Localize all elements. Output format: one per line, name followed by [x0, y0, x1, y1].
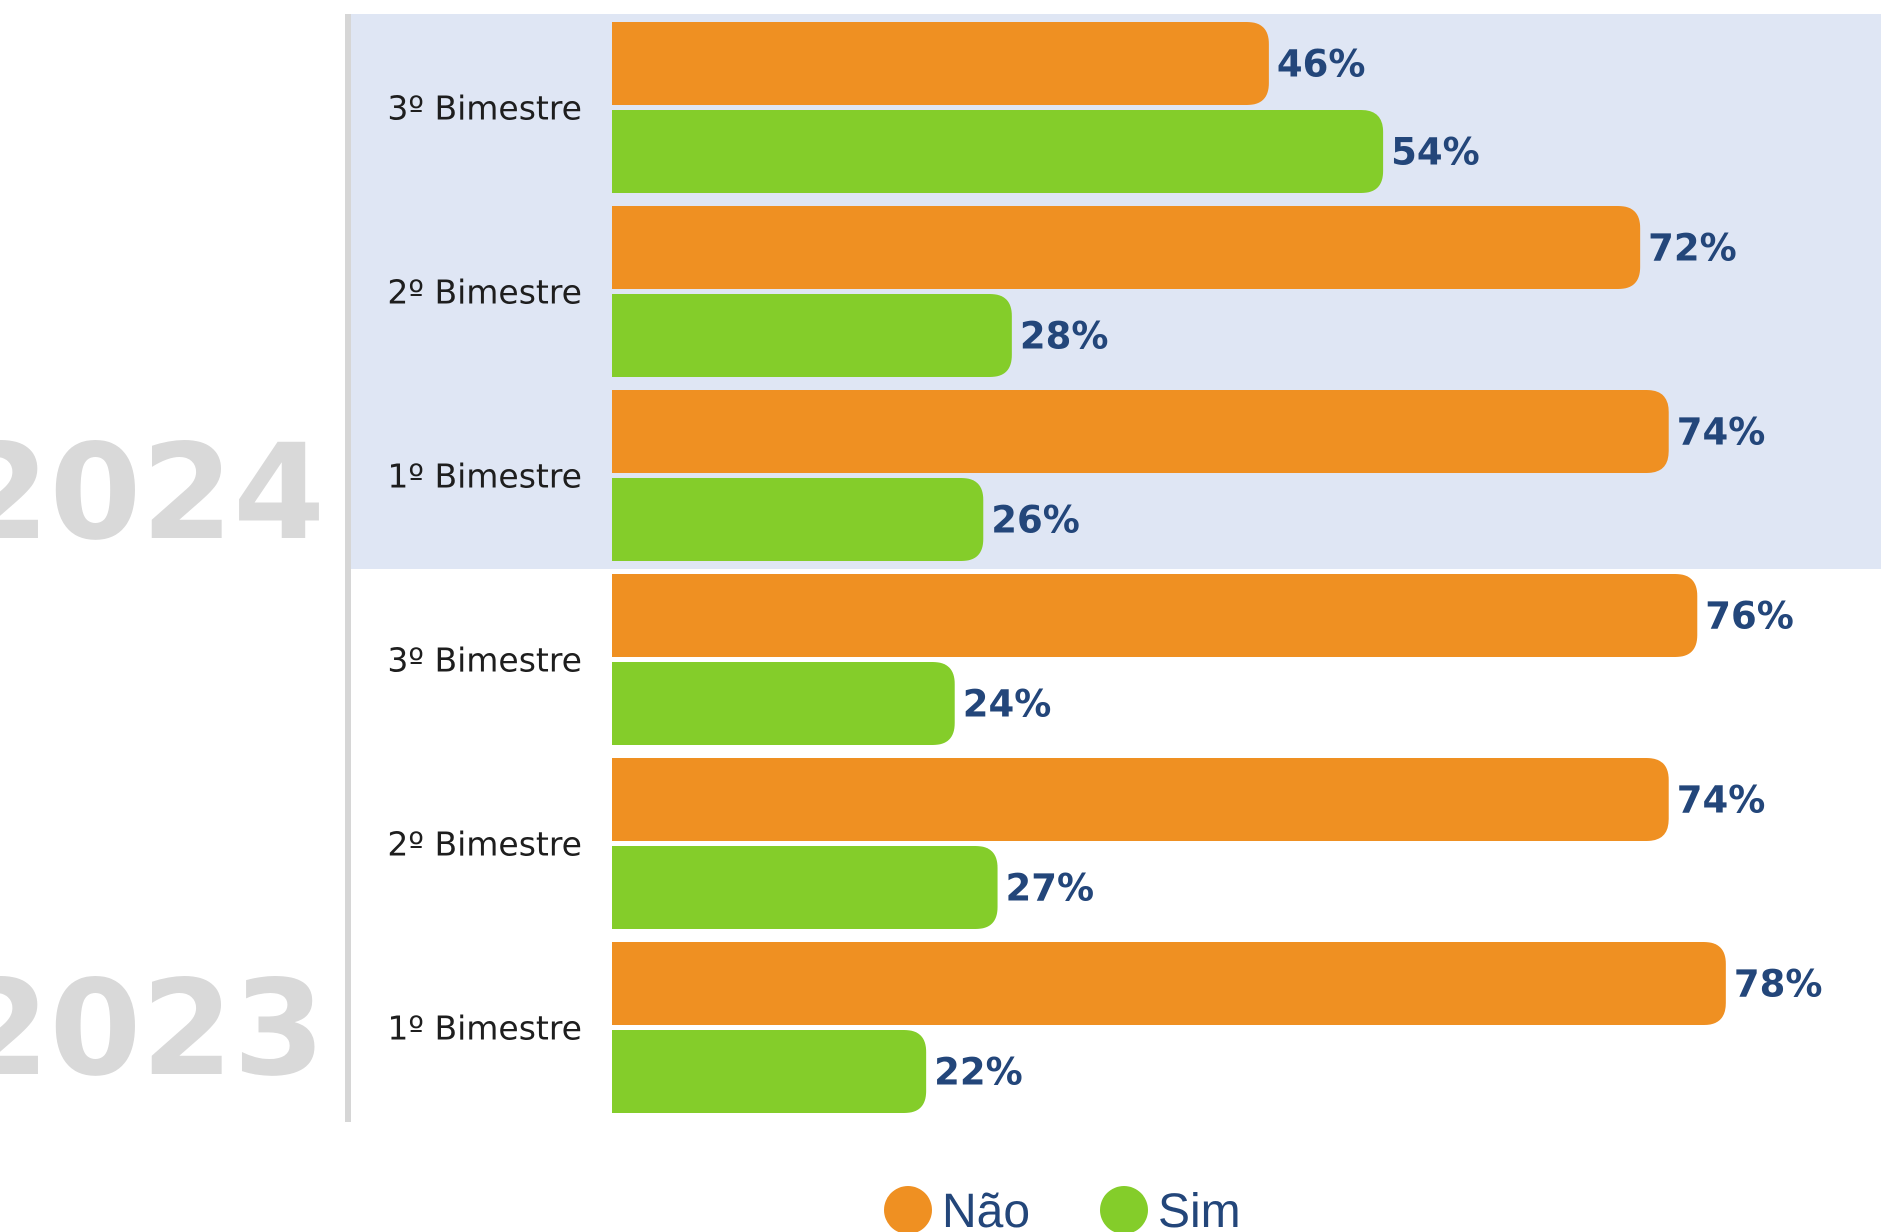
value-labels: 46% 54% 72% 28% 74% 26% 76% 24% 74% 27% 78% 22% [934, 43, 1822, 1094]
bar-nao-2024-3 [612, 390, 1669, 473]
year-label-2024: 2024 [0, 416, 325, 570]
bar-sim-2024-1 [612, 110, 1384, 193]
value-label-nao: 78% [1734, 963, 1823, 1006]
axis-layer [345, 14, 351, 1122]
axis-line [345, 14, 351, 1122]
category-label: 2º Bimestre [387, 273, 582, 312]
bar-sim-2023-3 [612, 1030, 927, 1113]
bars [612, 22, 1726, 1113]
highlight-band-2024 [350, 14, 1881, 569]
value-label-nao: 46% [1277, 43, 1366, 86]
year-label-2023: 2023 [0, 952, 325, 1106]
value-label-sim: 24% [963, 683, 1052, 726]
bar-sim-2023-2 [612, 846, 998, 929]
category-labels: 3º Bimestre 2º Bimestre 1º Bimestre 3º Bime… [387, 89, 582, 1048]
bar-sim-2023-1 [612, 662, 955, 745]
legend-label-sim: Sim [1158, 1185, 1241, 1232]
value-label-nao: 74% [1677, 411, 1766, 454]
category-label: 3º Bimestre [387, 89, 582, 128]
value-label-nao: 74% [1677, 779, 1766, 822]
highlight-band-layer [350, 14, 1881, 569]
bar-nao-2023-2 [612, 758, 1669, 841]
bar-nao-2024-2 [612, 206, 1641, 289]
bar-nao-2023-3 [612, 942, 1726, 1025]
value-label-nao: 76% [1705, 595, 1794, 638]
bar-nao-2024-1 [612, 22, 1269, 105]
bar-nao-2023-1 [612, 574, 1698, 657]
value-label-sim: 28% [1020, 315, 1109, 358]
legend-swatch-sim [1100, 1186, 1148, 1232]
value-label-nao: 72% [1648, 227, 1737, 270]
category-label: 2º Bimestre [387, 825, 582, 864]
value-label-sim: 26% [991, 499, 1080, 542]
value-label-sim: 22% [934, 1051, 1023, 1094]
value-label-sim: 54% [1391, 131, 1480, 174]
bar-sim-2024-2 [612, 294, 1012, 377]
legend-label-nao: Não [942, 1185, 1030, 1232]
legend-swatch-nao [884, 1186, 932, 1232]
value-label-sim: 27% [1006, 867, 1095, 910]
year-labels: 2024 2023 [0, 416, 325, 1106]
legend: Não Sim [884, 1185, 1241, 1232]
category-label: 1º Bimestre [387, 1009, 582, 1048]
category-label: 1º Bimestre [387, 457, 582, 496]
category-label: 3º Bimestre [387, 641, 582, 680]
bar-sim-2024-3 [612, 478, 984, 561]
